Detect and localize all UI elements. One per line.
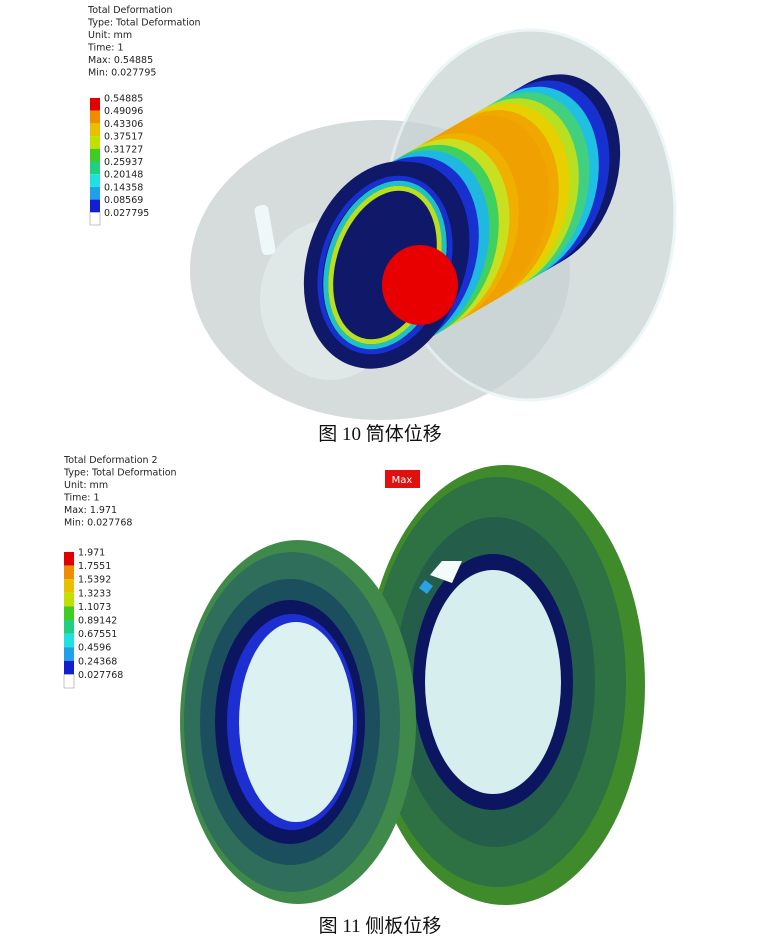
legend-label: 0.027795 [104,208,149,219]
legend-swatch [64,660,74,675]
legend-label: 0.08569 [104,195,143,206]
legend-swatch [64,620,74,634]
legend-swatch [90,161,100,175]
info-line: Max: 0.54885 [88,55,153,66]
legend-label: 1.971 [78,548,105,559]
legend-label: 0.89142 [78,616,117,627]
info-line: Type: Total Deformation [63,468,177,479]
legend-swatch [90,199,100,213]
legend-label: 0.43306 [104,119,143,130]
info-line: Total Deformation [87,5,173,16]
legend-swatch [64,552,74,566]
info-line: Time: 1 [87,43,124,54]
info-line: Min: 0.027768 [64,518,132,529]
legend-swatch [64,633,74,648]
legend-swatch [90,186,100,200]
info-line: Total Deformation 2 [63,455,158,466]
info-line: Time: 1 [63,493,100,504]
info-line: Unit: mm [64,480,108,491]
legend-swatch [63,674,75,689]
legend-label: 0.4596 [78,643,111,654]
legend-label: 1.5392 [78,575,111,586]
legend-label: 0.49096 [104,106,143,117]
legend-label: 1.1073 [78,602,111,613]
legend-label: 1.7551 [78,561,111,572]
legend-swatch [64,565,74,580]
legend-label: 0.20148 [104,170,143,181]
legend-swatch [90,148,100,162]
info-line: Min: 0.027795 [88,68,156,79]
legend-label: 0.54885 [104,94,143,105]
legend-label: 0.24368 [78,656,117,667]
max-tag-box [385,470,420,488]
legend-swatch [64,592,74,607]
legend-swatch [90,123,100,137]
info-line: Type: Total Deformation [87,18,201,29]
legend-label: 0.25937 [104,157,143,168]
legend-label: 0.67551 [78,629,117,640]
legend-swatch [90,98,100,111]
legend-swatch [64,606,74,620]
legend-label: 0.14358 [104,182,143,193]
info-line: Max: 1.971 [64,505,117,516]
legend-label: 0.027768 [78,670,123,681]
legend-swatch [89,212,101,226]
legend-label: 0.37517 [104,132,143,143]
info-line: Unit: mm [88,30,132,41]
max-tag: Max [392,475,413,486]
legend-label: 1.3233 [78,588,111,599]
legend-swatch [90,136,100,149]
figure-2-model [180,465,645,905]
legend-swatch [90,174,100,187]
caption: 图 11 侧板位移 [319,915,442,937]
caption: 图 10 筒体位移 [318,423,442,445]
legend-swatch [64,579,74,593]
legend-swatch [64,647,74,661]
figure-1-model [190,28,677,420]
legend-label: 0.31727 [104,144,143,155]
legend-swatch [90,110,100,124]
